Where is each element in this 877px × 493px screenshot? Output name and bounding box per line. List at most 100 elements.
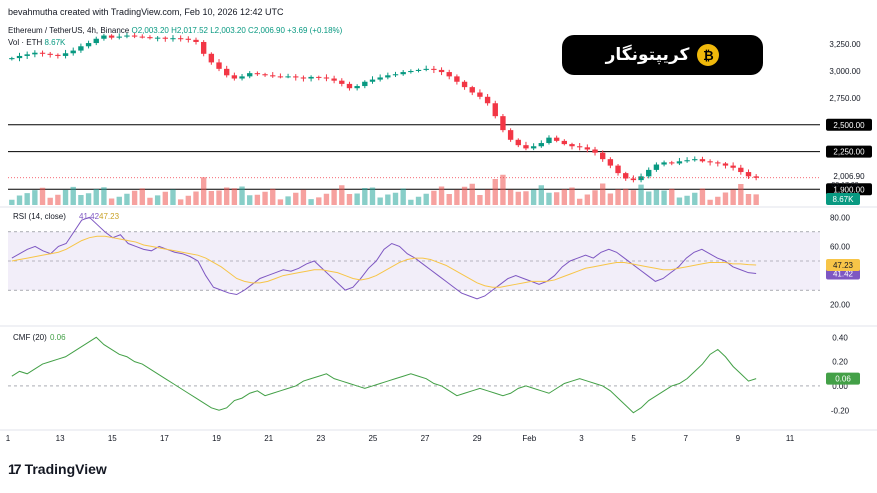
rsi-title: RSI (14, close): [13, 212, 66, 221]
x-tick-17: 17: [160, 434, 169, 443]
cmf-y-tick: -0.20: [831, 406, 850, 415]
volume-bar: [24, 193, 30, 205]
candle-body: [300, 77, 307, 79]
candle-body: [692, 159, 698, 161]
volume-bar: [293, 192, 299, 205]
countdown-tag: 03:17:09: [831, 182, 858, 189]
candle-body: [669, 162, 675, 164]
symbol-name: Ethereum / TetherUS, 4h, Binance: [8, 26, 130, 35]
candle-body: [323, 77, 330, 79]
level-tag-1,900.00: 1,900.00: [833, 185, 865, 194]
volume-bar: [377, 197, 383, 205]
volume-bar: [262, 191, 268, 205]
volume-bar: [47, 197, 53, 205]
volume-bar: [116, 196, 122, 205]
volume-legend: Vol · ETH 8.67K: [8, 38, 65, 47]
candle-body: [231, 75, 238, 79]
volume-bar: [323, 193, 330, 205]
rsi-series-RSI-based MA: [11, 235, 757, 288]
candle-body: [446, 72, 452, 77]
x-tick-5: 5: [631, 434, 636, 443]
volume-bar: [584, 194, 591, 205]
x-tick-23: 23: [316, 434, 325, 443]
rsi-y-tick: 80.00: [830, 213, 851, 222]
candle-body: [93, 38, 99, 44]
level-tag-2,250.00-bg: [826, 145, 872, 158]
candle-body: [247, 73, 253, 77]
candle-body: [561, 140, 568, 145]
cmf-y-tick: 0.40: [832, 333, 848, 342]
x-tick-9: 9: [736, 434, 741, 443]
candle-body: [615, 165, 621, 174]
candle-body: [369, 79, 376, 82]
symbol-legend: Ethereum / TetherUS, 4h, Binance O2,003.…: [8, 26, 342, 35]
candle-body: [646, 169, 652, 177]
candle-body: [108, 35, 115, 38]
volume-bar: [461, 186, 468, 205]
candle-body: [262, 74, 268, 76]
volume-bar: [392, 192, 399, 205]
volume-bar: [546, 192, 552, 205]
volume-bar: [101, 187, 107, 205]
candle-body: [270, 75, 276, 77]
volume-bar: [638, 184, 644, 205]
volume-bar: [254, 194, 261, 205]
volume-bar: [385, 194, 391, 205]
volume-bar: [753, 194, 759, 205]
x-tick-7: 7: [684, 434, 689, 443]
tradingview-brand: TradingView: [24, 461, 107, 477]
candle-body: [715, 162, 721, 164]
volume-bar: [239, 186, 245, 205]
volume-bar: [607, 193, 614, 205]
candle-body: [139, 36, 145, 38]
candle-body: [32, 52, 38, 55]
volume-bar: [70, 186, 76, 205]
volume-bar: [346, 194, 353, 205]
candle-body: [553, 137, 560, 141]
cmf-y-tick: 0.20: [832, 358, 848, 367]
volume-bar: [170, 189, 176, 205]
candle-body: [484, 96, 491, 104]
candle-body: [70, 50, 76, 54]
volume-bar: [684, 195, 690, 205]
candle-body: [661, 162, 667, 165]
candle-body: [500, 116, 506, 131]
x-tick-29: 29: [473, 434, 482, 443]
candle-body: [285, 76, 291, 78]
volume-bar: [507, 189, 514, 205]
volume-bar: [438, 186, 445, 205]
candle-body: [461, 81, 468, 88]
volume-bar: [400, 188, 406, 205]
candle-body: [584, 147, 591, 150]
candle-body: [293, 76, 299, 78]
x-tick-Feb: Feb: [522, 434, 536, 443]
candle-body: [62, 53, 69, 56]
volume-bar: [177, 199, 184, 205]
volume-bar: [515, 191, 521, 205]
volume-bar: [231, 188, 238, 205]
price-y-tick: 3,250.00: [829, 40, 861, 49]
x-tick-21: 21: [264, 434, 273, 443]
volume-bar: [715, 196, 721, 205]
candle-body: [546, 137, 552, 144]
volume-bar: [154, 195, 161, 205]
candle-body: [200, 41, 207, 54]
candle-body: [377, 77, 383, 80]
candle-body: [523, 145, 529, 149]
volume-bar: [354, 193, 360, 205]
cmf-last-tag-bg: [826, 372, 860, 385]
volume-bar: [623, 188, 629, 205]
volume-bar: [247, 195, 253, 205]
level-tag-2,250.00: 2,250.00: [833, 148, 865, 157]
volume-bar: [661, 190, 667, 205]
candle-body: [16, 55, 23, 59]
volume-bar: [523, 191, 529, 205]
volume-bar: [16, 195, 23, 205]
cmf-last-tag: 0.06: [835, 375, 851, 384]
candle-body: [515, 139, 521, 146]
candle-body: [530, 146, 537, 149]
last-price-tag-bg: [826, 169, 872, 182]
x-tick-19: 19: [212, 434, 221, 443]
volume-bar: [308, 199, 314, 205]
volume-bar: [139, 188, 145, 205]
